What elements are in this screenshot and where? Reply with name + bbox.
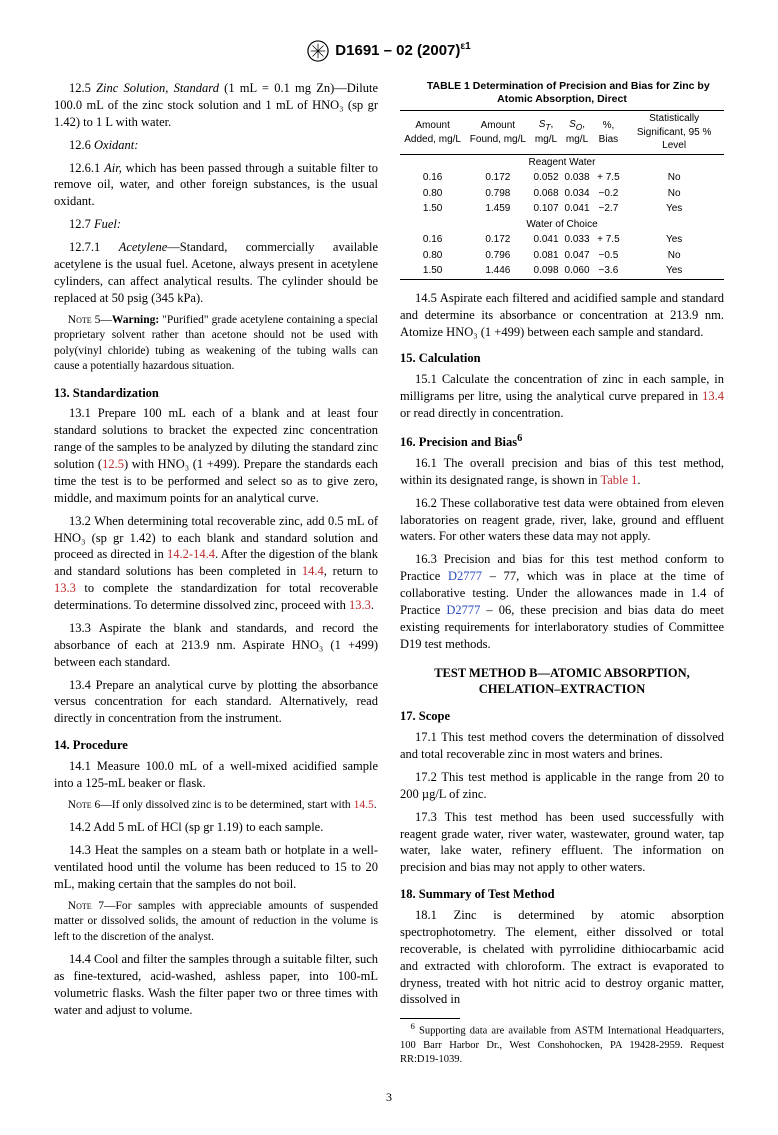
para-14-1: 14.1 Measure 100.0 mL of a well-mixed ac… (54, 758, 378, 792)
para-18-1: 18.1 Zinc is determined by atomic absorp… (400, 907, 724, 1008)
table-cell: 0.796 (465, 248, 530, 264)
footnote-rule (400, 1018, 460, 1019)
table-cell: 0.081 (530, 248, 561, 264)
table-cell: 0.033 (562, 232, 593, 248)
table-cell: 1.50 (400, 201, 465, 217)
table-cell: No (624, 186, 724, 202)
table-cell: 0.098 (530, 263, 561, 279)
table-cell: 0.052 (530, 170, 561, 186)
th: SO,mg/L (562, 111, 593, 155)
table-1-title: TABLE 1 Determination of Precision and B… (400, 80, 724, 106)
para-13-3: 13.3 Aspirate the blank and standards, a… (54, 620, 378, 671)
table-cell: −2.7 (593, 201, 625, 217)
heading-14: 14. Procedure (54, 737, 378, 754)
para-13-1: 13.1 Prepare 100 mL each of a blank and … (54, 405, 378, 506)
ref-table-1[interactable]: Table 1 (600, 473, 637, 487)
table-cell: 0.047 (562, 248, 593, 264)
ref-13-3-b[interactable]: 13.3 (349, 598, 371, 612)
table-cell: Yes (624, 201, 724, 217)
page-number: 3 (54, 1089, 724, 1105)
table-1-block: TABLE 1 Determination of Precision and B… (400, 80, 724, 280)
para-16-3: 16.3 Precision and bias for this test me… (400, 551, 724, 652)
ref-14-4[interactable]: 14.4 (302, 564, 324, 578)
designation: D1691 – 02 (2007)ε1 (335, 40, 470, 61)
table-cell: Yes (624, 232, 724, 248)
table-cell: 0.16 (400, 170, 465, 186)
ref-12-5[interactable]: 12.5 (102, 457, 124, 471)
heading-17: 17. Scope (400, 708, 724, 725)
ref-13-3-a[interactable]: 13.3 (54, 581, 76, 595)
table-subheader: Water of Choice (400, 217, 724, 233)
th: ST,mg/L (530, 111, 561, 155)
heading-15: 15. Calculation (400, 350, 724, 367)
para-14-4: 14.4 Cool and filter the samples through… (54, 951, 378, 1019)
para-12-6-1: 12.6.1 Air, which has been passed throug… (54, 160, 378, 211)
doc-header: D1691 – 02 (2007)ε1 (54, 40, 724, 62)
table-subheader: Reagent Water (400, 154, 724, 170)
table-cell: −0.2 (593, 186, 625, 202)
ref-14-2-14-4[interactable]: 14.2-14.4 (167, 547, 215, 561)
table-cell: −3.6 (593, 263, 625, 279)
th: %, Bias (593, 111, 625, 155)
para-14-5: 14.5 Aspirate each filtered and acidifie… (400, 290, 724, 341)
para-12-7: 12.7 Fuel: (54, 216, 378, 233)
table-cell: 1.50 (400, 263, 465, 279)
table-cell: 0.068 (530, 186, 561, 202)
para-17-2: 17.2 This test method is applicable in t… (400, 769, 724, 803)
para-12-6: 12.6 Oxidant: (54, 137, 378, 154)
table-cell: 0.172 (465, 170, 530, 186)
para-16-1: 16.1 The overall precision and bias of t… (400, 455, 724, 489)
note-5: Note 5—Warning: "Purified" grade acetyle… (54, 313, 378, 375)
method-b-heading: TEST METHOD B—ATOMIC ABSORPTION, CHELATI… (400, 665, 724, 699)
table-cell: 0.798 (465, 186, 530, 202)
note-6: Note 6—If only dissolved zinc is to be d… (54, 798, 378, 814)
table-cell: 1.459 (465, 201, 530, 217)
heading-16: 16. Precision and Bias6 (400, 432, 724, 451)
body-columns: 12.5 Zinc Solution, Standard (1 mL = 0.1… (54, 80, 724, 1067)
table-cell: + 7.5 (593, 232, 625, 248)
footnote-ref-6[interactable]: 6 (517, 433, 522, 444)
para-14-2: 14.2 Add 5 mL of HCl (sp gr 1.19) to eac… (54, 819, 378, 836)
ref-d2777-a[interactable]: D2777 (448, 569, 482, 583)
table-cell: 0.80 (400, 248, 465, 264)
ref-d2777-b[interactable]: D2777 (446, 603, 480, 617)
heading-13: 13. Standardization (54, 385, 378, 402)
para-17-3: 17.3 This test method has been used succ… (400, 809, 724, 877)
table-cell: No (624, 170, 724, 186)
heading-18: 18. Summary of Test Method (400, 886, 724, 903)
table-cell: 0.172 (465, 232, 530, 248)
epsilon-sup: ε1 (460, 41, 470, 52)
th: Statistically Significant, 95 % Level (624, 111, 724, 155)
table-cell: No (624, 248, 724, 264)
table-cell: 0.034 (562, 186, 593, 202)
para-13-2: 13.2 When determining total recoverable … (54, 513, 378, 614)
table-cell: 0.107 (530, 201, 561, 217)
table-cell: 1.446 (465, 263, 530, 279)
table-1: Amount Added, mg/L Amount Found, mg/L ST… (400, 110, 724, 280)
para-16-2: 16.2 These collaborative test data were … (400, 495, 724, 546)
ref-13-4[interactable]: 13.4 (702, 389, 724, 403)
table-cell: 0.041 (562, 201, 593, 217)
note-7: Note 7—For samples with appreciable amou… (54, 899, 378, 946)
para-12-7-1: 12.7.1 Acetylene—Standard, commercially … (54, 239, 378, 307)
table-cell: + 7.5 (593, 170, 625, 186)
th: Amount Added, mg/L (400, 111, 465, 155)
footnote-block: 6 Supporting data are available from AST… (400, 1018, 724, 1067)
para-17-1: 17.1 This test method covers the determi… (400, 729, 724, 763)
para-12-5: 12.5 Zinc Solution, Standard (1 mL = 0.1… (54, 80, 378, 131)
table-cell: Yes (624, 263, 724, 279)
table-cell: 0.80 (400, 186, 465, 202)
para-15-1: 15.1 Calculate the concentration of zinc… (400, 371, 724, 422)
table-cell: 0.038 (562, 170, 593, 186)
table-cell: −0.5 (593, 248, 625, 264)
ref-14-5[interactable]: 14.5 (354, 799, 374, 811)
para-14-3: 14.3 Heat the samples on a steam bath or… (54, 842, 378, 893)
table-cell: 0.060 (562, 263, 593, 279)
astm-logo-icon (307, 40, 329, 62)
table-cell: 0.041 (530, 232, 561, 248)
th: Amount Found, mg/L (465, 111, 530, 155)
table-cell: 0.16 (400, 232, 465, 248)
footnote-6: 6 Supporting data are available from AST… (400, 1021, 724, 1067)
para-13-4: 13.4 Prepare an analytical curve by plot… (54, 677, 378, 728)
